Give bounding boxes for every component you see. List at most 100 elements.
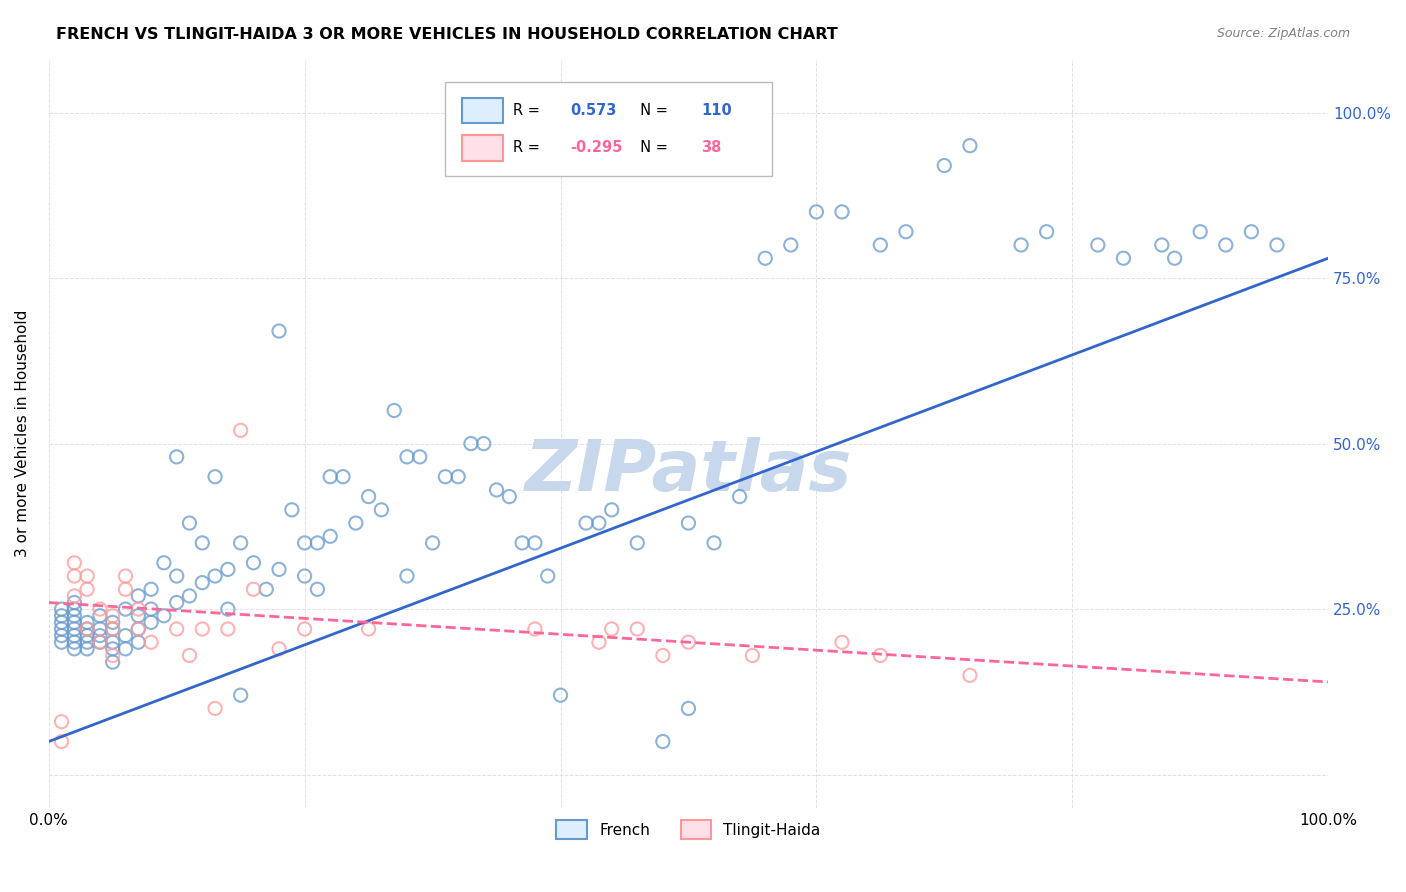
Point: [63, 615, 86, 630]
Point: [76, 641, 98, 656]
Point: [831, 205, 853, 219]
Point: [1112, 251, 1135, 265]
Point: [101, 641, 124, 656]
Point: [179, 648, 201, 663]
Point: [89, 622, 111, 636]
Point: [523, 622, 546, 636]
Text: FRENCH VS TLINGIT-HAIDA 3 OR MORE VEHICLES IN HOUSEHOLD CORRELATION CHART: FRENCH VS TLINGIT-HAIDA 3 OR MORE VEHICL…: [56, 27, 838, 42]
Point: [600, 503, 623, 517]
Point: [63, 622, 86, 636]
Point: [332, 469, 354, 483]
Point: [127, 622, 149, 636]
Point: [626, 536, 648, 550]
Point: [204, 701, 226, 715]
Point: [127, 602, 149, 616]
Point: [76, 635, 98, 649]
Point: [76, 622, 98, 636]
Point: [217, 562, 239, 576]
Point: [678, 701, 700, 715]
Point: [63, 569, 86, 583]
Point: [101, 622, 124, 636]
Point: [139, 635, 162, 649]
Point: [959, 138, 981, 153]
Point: [101, 622, 124, 636]
Point: [395, 450, 418, 464]
Point: [600, 622, 623, 636]
Point: [934, 159, 956, 173]
Point: [1035, 225, 1057, 239]
Point: [179, 516, 201, 530]
Point: [267, 641, 290, 656]
Point: [869, 238, 891, 252]
Point: [101, 655, 124, 669]
Point: [485, 483, 508, 497]
Point: [357, 490, 380, 504]
Point: [728, 490, 751, 504]
FancyBboxPatch shape: [446, 82, 772, 176]
Point: [754, 251, 776, 265]
Point: [1087, 238, 1109, 252]
Point: [76, 582, 98, 597]
Point: [63, 635, 86, 649]
FancyBboxPatch shape: [463, 98, 503, 123]
Point: [51, 608, 73, 623]
Point: [344, 516, 367, 530]
Point: [114, 569, 136, 583]
Point: [191, 536, 214, 550]
Point: [139, 602, 162, 616]
Point: [1010, 238, 1032, 252]
Point: [101, 635, 124, 649]
Point: [869, 648, 891, 663]
Point: [294, 622, 316, 636]
Point: [127, 622, 149, 636]
FancyBboxPatch shape: [463, 136, 503, 161]
Point: [76, 615, 98, 630]
Point: [319, 469, 342, 483]
Text: 38: 38: [702, 140, 721, 155]
Point: [254, 582, 277, 597]
Point: [523, 536, 546, 550]
Point: [357, 622, 380, 636]
Point: [651, 648, 673, 663]
Text: N =: N =: [631, 103, 672, 118]
Point: [51, 622, 73, 636]
Point: [242, 556, 264, 570]
Point: [89, 635, 111, 649]
Point: [1189, 225, 1212, 239]
Point: [779, 238, 801, 252]
Point: [806, 205, 828, 219]
Point: [191, 622, 214, 636]
Point: [831, 635, 853, 649]
Point: [166, 450, 188, 464]
Point: [229, 423, 252, 437]
Point: [114, 629, 136, 643]
Point: [204, 569, 226, 583]
Point: [63, 608, 86, 623]
Point: [101, 608, 124, 623]
Point: [294, 569, 316, 583]
Point: [139, 582, 162, 597]
Point: [76, 629, 98, 643]
Point: [370, 503, 392, 517]
Point: [510, 536, 533, 550]
Point: [434, 469, 457, 483]
Point: [651, 734, 673, 748]
Point: [959, 668, 981, 682]
Point: [51, 629, 73, 643]
Point: [382, 403, 405, 417]
Point: [63, 589, 86, 603]
Point: [588, 635, 610, 649]
Point: [76, 622, 98, 636]
Point: [51, 602, 73, 616]
Point: [1150, 238, 1173, 252]
Point: [294, 536, 316, 550]
Point: [63, 602, 86, 616]
Point: [447, 469, 470, 483]
Point: [319, 529, 342, 543]
Point: [153, 608, 176, 623]
Point: [101, 615, 124, 630]
Point: [267, 562, 290, 576]
Point: [537, 569, 560, 583]
Point: [307, 536, 329, 550]
Text: R =: R =: [513, 140, 544, 155]
